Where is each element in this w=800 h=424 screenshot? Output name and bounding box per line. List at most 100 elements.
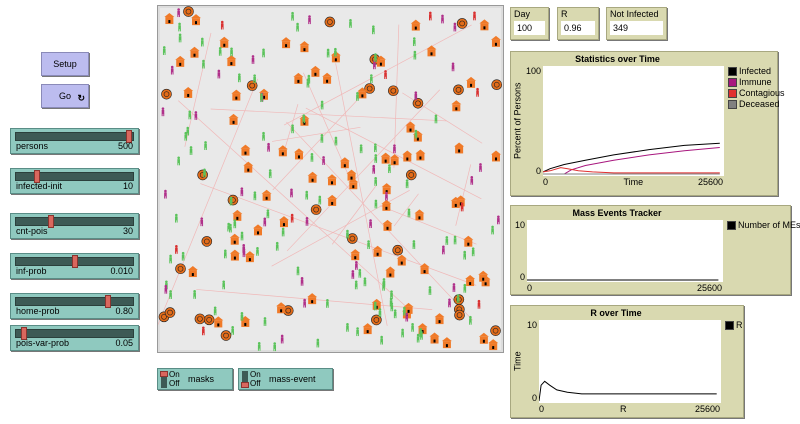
person-icon — [175, 245, 178, 254]
slider-track[interactable] — [15, 172, 134, 181]
person-icon — [290, 213, 294, 223]
not-infected-monitor: Not Infected 349 — [606, 7, 667, 40]
person-icon — [240, 187, 244, 197]
person-icon — [460, 202, 464, 212]
series-line-contagious — [543, 167, 720, 174]
house-icon — [277, 145, 288, 157]
series-line-r — [539, 380, 717, 402]
person-icon — [273, 342, 277, 352]
slider-label: cnt-pois — [16, 226, 48, 236]
poi-icon — [491, 79, 503, 91]
house-icon — [229, 249, 240, 261]
slider-persons[interactable]: persons 500 — [10, 128, 139, 154]
person-icon — [177, 156, 180, 166]
slider-track[interactable] — [15, 297, 134, 306]
poi-icon — [347, 233, 358, 244]
person-icon — [320, 100, 324, 110]
house-icon — [293, 148, 304, 160]
person-icon — [326, 298, 329, 308]
person-icon — [263, 217, 267, 227]
link — [272, 126, 361, 142]
slider-thumb[interactable] — [20, 327, 27, 340]
house-icon — [402, 150, 413, 162]
masks-switch[interactable]: On Off masks — [157, 368, 233, 390]
house-icon — [228, 113, 239, 125]
x-tick: 25600 — [698, 177, 724, 187]
person-icon — [189, 146, 193, 155]
house-icon — [307, 293, 318, 305]
person-icon — [220, 20, 224, 30]
setup-button[interactable]: Setup — [41, 52, 89, 76]
house-icon — [381, 199, 392, 211]
house-icon — [434, 313, 445, 325]
slider-cnt-pois[interactable]: cnt-pois 30 — [10, 213, 139, 239]
monitor-value: 100 — [514, 21, 545, 35]
person-icon — [393, 144, 396, 154]
poi-icon — [282, 305, 294, 316]
slider-infected-init[interactable]: infected-init 10 — [10, 168, 139, 194]
slider-thumb[interactable] — [125, 130, 132, 143]
person-icon — [413, 50, 417, 60]
person-icon — [405, 179, 409, 189]
person-icon — [240, 231, 244, 241]
person-icon — [303, 298, 306, 308]
slider-thumb[interactable] — [71, 255, 78, 268]
slider-track[interactable] — [15, 217, 134, 226]
person-icon — [218, 46, 222, 56]
legend: Number of MEs — [727, 220, 800, 230]
person-icon — [177, 8, 180, 18]
house-icon — [213, 316, 224, 328]
y-axis-label: Percent of Persons — [512, 82, 523, 160]
person-icon — [238, 73, 241, 83]
poi-icon — [490, 325, 501, 336]
person-icon — [497, 215, 500, 225]
slider-thumb[interactable] — [47, 215, 54, 228]
slider-pois-var-prob[interactable]: pois-var-prob 0.05 — [10, 325, 139, 351]
plot-area — [539, 320, 721, 403]
poi-icon — [324, 16, 336, 28]
slider-track[interactable] — [15, 329, 134, 338]
person-icon — [356, 92, 359, 101]
person-icon — [164, 189, 167, 199]
person-icon — [204, 141, 207, 150]
slider-thumb[interactable] — [105, 295, 112, 308]
slider-thumb[interactable] — [34, 170, 41, 183]
person-icon — [305, 190, 309, 200]
person-icon — [384, 70, 387, 79]
person-icon — [193, 290, 196, 299]
house-icon — [190, 14, 201, 26]
person-icon — [178, 33, 182, 43]
person-icon — [419, 328, 423, 337]
slider-home-prob[interactable]: home-prob 0.80 — [10, 293, 139, 319]
legend: Infected Immune Contagious Deceased — [728, 66, 785, 109]
legend-swatch — [728, 88, 737, 98]
person-icon — [262, 48, 265, 58]
mass-event-switch[interactable]: On Off mass-event — [238, 368, 333, 390]
person-icon — [412, 240, 416, 249]
person-icon — [355, 261, 358, 270]
world-view[interactable] — [157, 5, 504, 353]
slider-value: 0.80 — [115, 306, 133, 316]
person-icon — [388, 164, 391, 174]
person-icon — [291, 124, 294, 134]
person-icon — [479, 163, 482, 172]
slider-inf-prob[interactable]: inf-prob 0.010 — [10, 253, 139, 279]
house-icon — [339, 157, 350, 169]
person-icon — [322, 156, 325, 165]
person-icon — [441, 14, 444, 24]
y-tick: 100 — [525, 66, 541, 76]
r-monitor: R 0.96 — [557, 7, 599, 40]
link — [184, 32, 212, 147]
x-axis-label: R — [620, 404, 627, 414]
day-monitor: Day 100 — [510, 7, 549, 40]
poi-icon — [454, 309, 465, 321]
poi-icon — [405, 169, 417, 181]
house-icon — [293, 72, 304, 84]
house-icon — [463, 235, 474, 247]
go-button[interactable]: Go ↻ — [41, 84, 89, 108]
legend-swatch — [728, 99, 737, 109]
poi-icon — [161, 88, 172, 100]
slider-track[interactable] — [15, 132, 134, 141]
person-icon — [401, 328, 404, 338]
person-icon — [263, 317, 267, 326]
